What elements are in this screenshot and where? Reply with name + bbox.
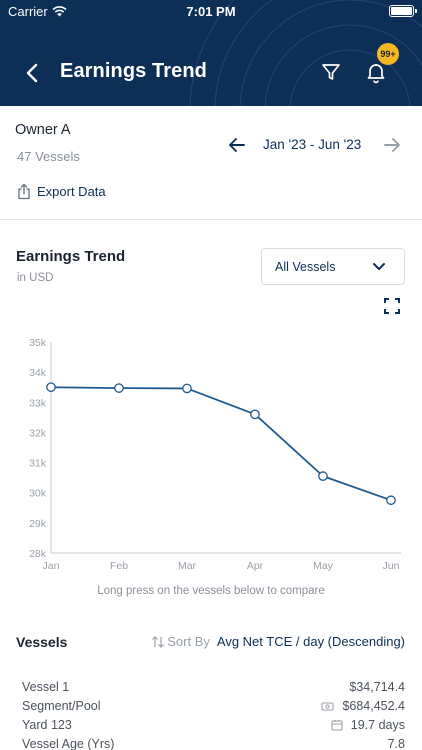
- y-tick-label: 30k: [29, 488, 47, 500]
- expand-icon: [384, 298, 400, 314]
- sort-label: Sort By: [167, 634, 210, 649]
- earnings-line-chart: 28k 29k 30k 31k 32k 33k 34k 35k Jan Feb Mar Apr May J…: [29, 337, 401, 572]
- chart-title: Earnings Trend: [16, 248, 126, 265]
- series-line: [50, 386, 392, 502]
- next-period-button[interactable]: [381, 135, 403, 155]
- bell-icon: [367, 64, 385, 84]
- data-point: [318, 471, 328, 481]
- battery-icon: [389, 5, 417, 17]
- previous-period-button[interactable]: [226, 135, 248, 155]
- export-data-button[interactable]: Export Data: [17, 183, 106, 200]
- y-tick-label: 29k: [29, 518, 47, 530]
- money-icon: [321, 701, 334, 711]
- arrow-right-icon: [384, 138, 400, 152]
- y-tick-label: 34k: [29, 367, 47, 379]
- data-point: [46, 382, 56, 393]
- data-point: [250, 409, 260, 420]
- filter-icon: [322, 64, 340, 80]
- filter-button[interactable]: [320, 61, 342, 83]
- x-tick-label: Apr: [247, 560, 264, 572]
- vessel-row-name: Vessel 1 $34,714.4: [22, 680, 405, 699]
- x-tick-label: Jun: [383, 560, 400, 572]
- avg-net-tce-value: $34,714.4: [349, 680, 405, 694]
- vessel-row-age: Vessel Age (Yrs) 7.8: [22, 737, 405, 750]
- section-divider: [0, 219, 422, 220]
- sort-control[interactable]: Sort By Avg Net TCE / day (Descending): [151, 634, 405, 649]
- arrow-left-icon: [229, 138, 245, 152]
- header-background-pattern: [189, 0, 422, 106]
- back-button[interactable]: [20, 60, 44, 86]
- calendar-icon: [331, 720, 343, 731]
- vessel-age-label: Vessel Age (Yrs): [22, 737, 115, 750]
- y-tick-label: 32k: [29, 427, 47, 439]
- fullscreen-button[interactable]: [383, 297, 401, 315]
- sort-icon: [152, 635, 165, 648]
- y-tick-label: 33k: [29, 397, 47, 409]
- app-header: Carrier 7:01 PM Earnings Trend 99+: [0, 0, 422, 106]
- data-point: [386, 495, 396, 506]
- vessel-name: Vessel 1: [22, 680, 70, 694]
- chart-subtitle: in USD: [17, 272, 54, 284]
- notifications-button[interactable]: [364, 60, 388, 84]
- y-tick-label: 35k: [29, 337, 47, 349]
- carrier-name: Carrier: [8, 4, 48, 19]
- chevron-left-icon: [26, 63, 38, 83]
- share-icon: [18, 183, 30, 200]
- vessel-count: 47 Vessels: [17, 149, 80, 164]
- data-point: [182, 383, 192, 394]
- status-time: 7:01 PM: [186, 4, 236, 19]
- wifi-icon: [52, 6, 67, 17]
- chevron-down-icon: [373, 263, 385, 270]
- vessel-card[interactable]: Vessel 1 $34,714.4 Segment/Pool $684,452…: [22, 680, 405, 750]
- x-tick-label: Feb: [110, 560, 128, 572]
- vessels-section-title: Vessels: [16, 634, 68, 650]
- x-tick-label: Mar: [178, 560, 197, 572]
- export-data-label: Export Data: [37, 184, 106, 199]
- chart-hint: Long press on the vessels below to compa…: [97, 585, 325, 597]
- yard-days-value: 19.7 days: [350, 718, 405, 732]
- sort-value[interactable]: Avg Net TCE / day (Descending): [216, 634, 405, 649]
- segment-pool-label: Segment/Pool: [22, 699, 101, 713]
- y-tick-label: 31k: [29, 458, 47, 470]
- date-range: Jan '23 - Jun '23: [263, 137, 362, 152]
- status-bar: Carrier 7:01 PM: [0, 0, 422, 24]
- vessel-filter-dropdown[interactable]: All Vessels: [261, 248, 405, 285]
- page-title: Earnings Trend: [60, 60, 207, 82]
- vessel-row-segment: Segment/Pool $684,452.4: [22, 699, 405, 718]
- notification-badge: 99+: [377, 43, 399, 65]
- vessel-filter-value: All Vessels: [275, 260, 336, 274]
- carrier-info: Carrier: [8, 4, 67, 19]
- data-point: [114, 383, 124, 393]
- y-tick-label: 28k: [29, 548, 47, 560]
- yard-label: Yard 123: [22, 718, 72, 732]
- owner-name: Owner A: [15, 122, 71, 138]
- x-tick-label: Jan: [43, 560, 60, 572]
- x-tick-label: May: [313, 560, 334, 572]
- vessel-row-yard: Yard 123 19.7 days: [22, 718, 405, 737]
- vessel-age-value: 7.8: [387, 737, 405, 750]
- segment-pool-value: $684,452.4: [342, 699, 405, 713]
